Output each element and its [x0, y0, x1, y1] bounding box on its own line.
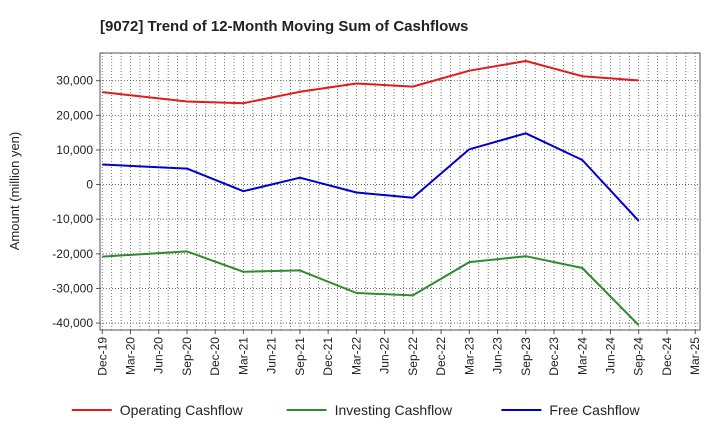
y-axis-label: Amount (million yen): [7, 132, 22, 251]
x-tick-label: Mar-20: [123, 337, 137, 375]
x-tick-label: Jun-22: [378, 337, 392, 374]
plot-area: [100, 53, 700, 330]
x-tick-label: Jun-20: [152, 337, 166, 374]
chart-title: [9072] Trend of 12-Month Moving Sum of C…: [100, 18, 468, 35]
x-tick-label: Sep-24: [632, 337, 646, 376]
legend: Operating Cashflow Investing Cashflow Free…: [71, 402, 641, 418]
series-line: [102, 132, 640, 222]
x-tick-label: Dec-19: [95, 337, 109, 376]
y-tick-label: 20,000: [56, 108, 93, 122]
x-tick-label: Mar-22: [349, 337, 363, 375]
x-tick-label: Sep-20: [180, 337, 194, 376]
x-tick-label: Jun-23: [491, 337, 505, 374]
x-tick-label: Dec-20: [208, 337, 222, 376]
x-tick-label: Jun-24: [603, 337, 617, 374]
legend-label: Operating Cashflow: [120, 402, 244, 418]
x-tick-label: Dec-22: [434, 337, 448, 376]
series-line: [102, 250, 640, 326]
series-lines: [102, 60, 640, 326]
legend-label: Investing Cashflow: [335, 402, 453, 418]
x-tick-label: Jun-21: [265, 337, 279, 374]
y-tick-label: -20,000: [52, 247, 93, 261]
y-tick-label: 30,000: [56, 74, 93, 88]
x-tick-label: Sep-22: [406, 337, 420, 376]
x-tick-label: Mar-25: [688, 337, 702, 375]
legend-label: Free Cashflow: [549, 402, 640, 418]
series-line: [102, 60, 639, 105]
x-tick-label: Mar-21: [236, 337, 250, 375]
y-tick-label: 0: [86, 178, 93, 192]
x-tick-label: Mar-23: [462, 337, 476, 375]
x-tick-label: Dec-21: [321, 337, 335, 376]
x-tick-label: Sep-23: [519, 337, 533, 376]
y-tick-label: -30,000: [52, 281, 93, 295]
x-tick-label: Dec-24: [660, 337, 674, 376]
y-tick-label: -40,000: [52, 316, 93, 330]
y-tick-label: -10,000: [52, 212, 93, 226]
x-tick-label: Dec-23: [547, 337, 561, 376]
plot-frame: [99, 52, 701, 331]
y-axis-ticks: -40,000 -30,000 -20,000 -10,000 0 10,000 20,00…: [52, 74, 100, 330]
x-tick-label: Sep-21: [293, 337, 307, 376]
x-tick-label: Mar-24: [575, 337, 589, 375]
x-axis-ticks: Dec-19 Mar-20 Jun-20 Sep-20 Dec-20 Mar-21 Jun-…: [95, 330, 702, 376]
y-tick-label: 10,000: [56, 143, 93, 157]
